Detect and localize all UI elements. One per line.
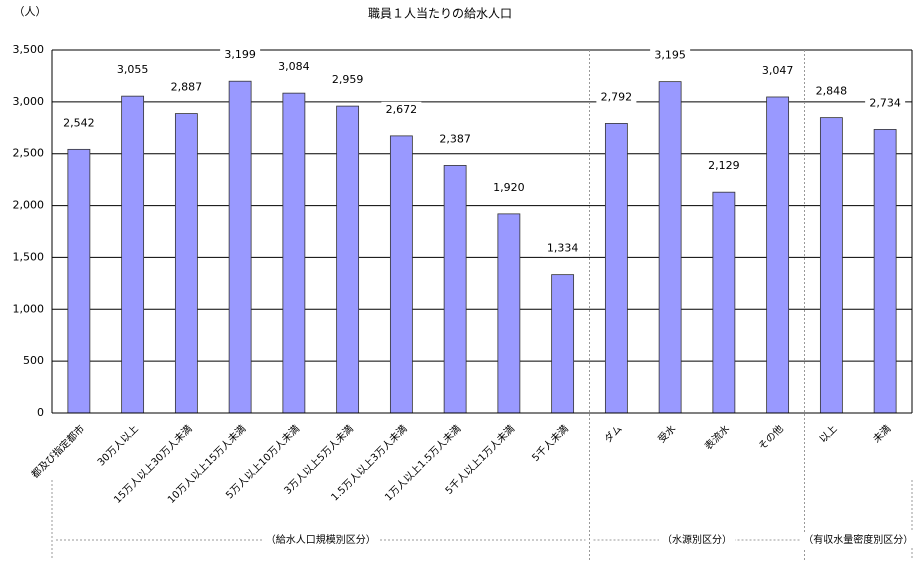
bar [443,165,467,414]
group-label-bg [659,532,735,548]
x-tick-label: 受水 [656,423,679,446]
value-label: 2,734 [869,96,901,109]
group-label: （給水人口規模別区分） [266,533,376,546]
y-tick-label: 500 [23,354,44,367]
x-tick-label: 都及び指定都市 [28,422,87,481]
y-tick-label: 1,500 [13,250,45,263]
value-label: 2,792 [601,90,633,103]
value-label: 2,129 [708,159,740,172]
value-label: 3,195 [654,49,686,62]
bar [497,213,521,414]
group-label-bg [800,532,915,548]
value-label-bg [488,179,529,196]
bar [551,274,575,414]
value-label-bg [220,47,261,64]
bar [67,148,91,414]
x-tick-label: ダム [601,422,624,445]
group-label: （水源別区分） [662,533,732,546]
y-tick-label: 2,500 [13,147,45,160]
value-label-bg [596,89,637,106]
value-label: 2,387 [439,132,471,145]
y-tick-label: 3,500 [13,43,45,56]
bar [228,80,252,414]
y-tick-label: 1,000 [13,302,45,315]
value-label: 2,672 [386,103,418,116]
x-tick-label: 表流水 [702,422,732,452]
value-label-bg [650,47,691,64]
value-label: 3,047 [762,64,794,77]
bar [336,105,360,414]
bar [712,191,736,414]
bar [282,92,306,414]
bar [604,123,628,414]
y-tick-label: 2,000 [13,199,45,212]
bar [121,95,145,414]
value-label: 3,055 [117,63,149,76]
bar [766,96,790,414]
value-label: 2,959 [332,73,364,86]
value-label-bg [327,72,368,89]
x-tick-label: その他 [755,422,785,452]
y-tick-label: 3,000 [13,95,45,108]
value-label: 2,848 [816,85,848,98]
group-label: （有収水量密度別区分） [803,533,913,546]
bar [389,135,413,414]
bar [819,117,843,414]
value-label: 3,084 [278,60,310,73]
value-label-bg [112,62,153,79]
value-label-bg [542,240,583,257]
x-tick-label: 以上 [817,423,840,446]
value-label-bg [435,131,476,148]
value-label: 3,199 [224,48,256,61]
value-label-bg [166,79,207,96]
bar [174,113,198,414]
value-label: 1,334 [547,242,579,255]
value-label: 2,542 [63,116,95,129]
value-label-bg [865,95,906,112]
value-label-bg [273,59,314,76]
y-axis-label: （人） [14,5,47,18]
value-label-bg [811,83,852,100]
x-tick-label: 30万人以上 [95,423,141,469]
value-label: 1,920 [493,181,525,194]
value-label-bg [757,62,798,79]
x-tick-label: 未満 [871,423,894,446]
bar [658,81,682,414]
bar [873,129,897,414]
value-label-bg [58,115,99,132]
chart-title: 職員１人当たりの給水人口 [368,7,512,21]
value-label-bg [381,101,422,118]
y-tick-label: 0 [37,406,44,419]
x-tick-label: 5千人未満 [530,423,571,464]
group-label-bg [262,532,379,548]
value-label-bg [703,158,744,175]
value-label: 2,887 [171,81,203,94]
